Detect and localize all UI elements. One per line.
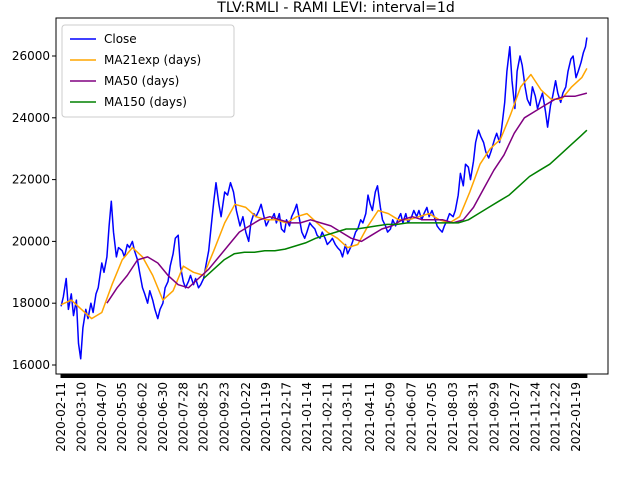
legend-entry: MA150 (days) [104,95,187,109]
legend-entry: MA21exp (days) [104,53,201,67]
x-tick-label: 2020-10-22 [239,382,253,452]
x-tick-label: 2020-11-19 [259,382,273,452]
x-tick-label: 2021-04-11 [363,382,377,452]
y-tick-label: 22000 [12,173,50,187]
x-tick-label: 2021-12-22 [549,382,563,452]
x-tick-label: 2021-09-29 [488,382,502,452]
x-tick-label: 2021-06-07 [405,382,419,452]
x-tick-label: 2020-09-23 [218,382,232,452]
y-tick-label: 20000 [12,234,50,248]
x-tick-label: 2020-12-17 [280,382,294,452]
x-tick-label: 2020-03-10 [74,382,88,452]
x-tick-label: 2021-07-05 [425,382,439,452]
x-minor-ticks [60,374,588,378]
legend-box [61,24,235,118]
y-tick-label: 26000 [12,49,50,63]
x-tick-label: 2020-06-30 [156,382,170,452]
x-tick-label: 2021-10-27 [508,382,522,452]
x-tick-label: 2021-03-11 [341,382,355,452]
x-tick-label: 2022-01-19 [569,382,583,452]
x-tick-label: 2020-05-05 [115,382,129,452]
x-tick-label: 2021-08-03 [446,382,460,452]
x-tick-label: 2020-04-07 [95,382,109,452]
x-tick-label: 2021-11-24 [528,382,542,452]
x-tick-label: 2020-02-11 [54,382,68,452]
y-tick-label: 16000 [12,358,50,372]
series-line-0 [60,37,588,360]
x-tick-label: 2020-06-02 [136,382,150,452]
legend-entry: Close [104,32,137,46]
series-line-1 [60,68,588,320]
series-line-2 [106,92,588,304]
axes: 16000 18000 20000 22000 24000 26000 2020-02-11… [12,17,609,452]
legend: Close MA21exp (days) MA50 (days) MA150 (day… [61,24,235,118]
x-tick-label: 2020-07-28 [176,382,190,452]
series-line-3 [203,129,588,280]
x-tick-label: 2021-05-09 [384,382,398,452]
y-tick-label: 18000 [12,296,50,310]
x-tick-label: 2021-01-14 [300,382,314,452]
chart-title: TLV:RMLI - RAMI LEVI: interval=1d [216,0,454,16]
series-lines [60,37,588,360]
x-tick-label: 2021-02-11 [320,382,334,452]
x-tick-label: 2020-08-25 [197,382,211,452]
x-tick-label: 2021-08-31 [466,382,480,452]
legend-entry: MA50 (days) [104,74,179,88]
y-tick-label: 24000 [12,111,50,125]
